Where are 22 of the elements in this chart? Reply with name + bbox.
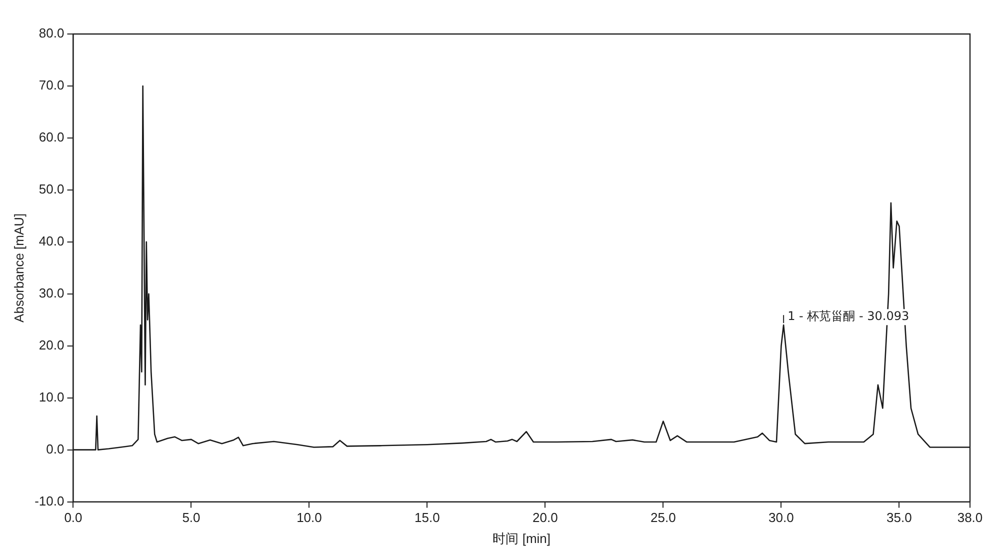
x-tick-label: 0.0 — [64, 510, 82, 526]
y-tick-label: 30.0 — [38, 285, 64, 300]
annotation: 1 - 杯苋甾酮 - 30.093 — [788, 309, 910, 324]
y-tick-label: 60.0 — [38, 130, 64, 145]
x-axis-title: 时间 [min] — [492, 530, 551, 546]
y-tick-label: -10.0 — [34, 493, 64, 508]
x-tick-label: 38.0 — [957, 510, 983, 526]
y-tick-label: 70.0 — [38, 78, 64, 93]
y-tick-label: 40.0 — [38, 233, 64, 248]
y-tick-label: 20.0 — [38, 337, 64, 352]
x-tick-label: 15.0 — [414, 510, 440, 526]
x-tick-label: 35.0 — [886, 510, 912, 526]
y-tick-label: 80.0 — [38, 26, 64, 41]
y-tick-label: 50.0 — [38, 182, 64, 197]
y-tick-label: 0.0 — [46, 441, 64, 456]
x-tick-label: 10.0 — [296, 510, 322, 526]
x-tick-label: 25.0 — [650, 510, 676, 526]
x-tick-label: 20.0 — [532, 510, 558, 526]
y-axis-title: Absorbance [mAU] — [11, 213, 26, 322]
x-tick-label: 30.0 — [768, 510, 794, 526]
y-tick-label: 10.0 — [38, 389, 64, 404]
x-tick-label: 5.0 — [182, 510, 200, 526]
